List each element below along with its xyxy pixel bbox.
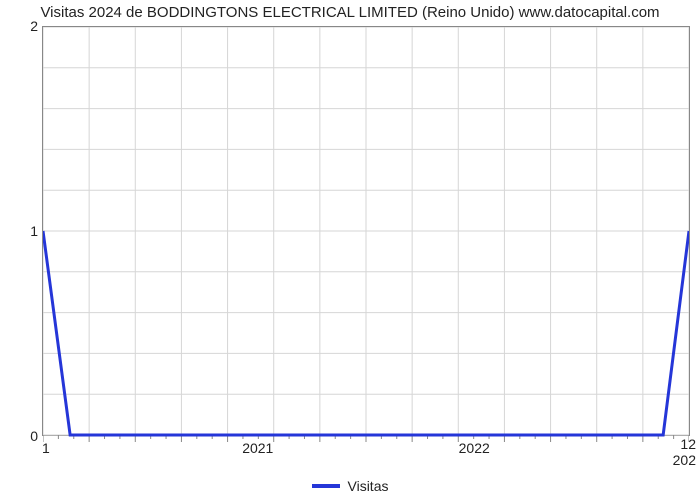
x-right-bottom: 202 bbox=[673, 452, 696, 468]
legend-swatch bbox=[312, 484, 340, 488]
chart-title: Visitas 2024 de BODDINGTONS ELECTRICAL L… bbox=[0, 4, 700, 21]
plot-area bbox=[42, 26, 690, 436]
gridlines bbox=[43, 27, 689, 435]
y-tick-label: 2 bbox=[8, 18, 38, 34]
chart-container: Visitas 2024 de BODDINGTONS ELECTRICAL L… bbox=[0, 0, 700, 500]
legend: Visitas bbox=[0, 478, 700, 494]
y-tick-label: 1 bbox=[8, 223, 38, 239]
legend-label: Visitas bbox=[348, 478, 389, 494]
y-tick-label: 0 bbox=[8, 428, 38, 444]
plot-svg bbox=[43, 27, 689, 445]
